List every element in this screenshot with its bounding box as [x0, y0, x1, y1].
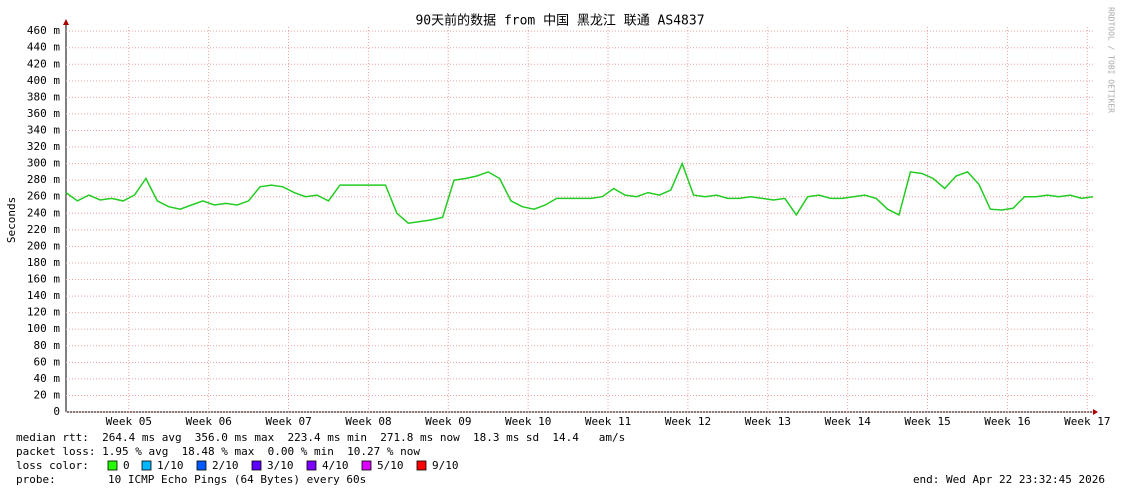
y-tick-label: 180 m: [27, 256, 60, 269]
y-axis-label: Seconds: [5, 197, 18, 243]
y-tick-label: 0: [53, 405, 60, 418]
y-tick-label: 60 m: [34, 355, 61, 368]
y-tick-label: 220 m: [27, 223, 60, 236]
loss-label: loss color:: [16, 459, 89, 472]
x-tick-label: Week 12: [665, 415, 711, 428]
median-line: [65, 161, 1094, 224]
y-tick-label: 140 m: [27, 289, 60, 302]
legend-label: 5/10: [377, 459, 404, 472]
y-tick-label: 440 m: [27, 41, 60, 54]
x-arrow: [1093, 409, 1098, 415]
y-tick-label: 40 m: [34, 372, 61, 385]
y-tick-label: 20 m: [34, 388, 61, 401]
probe-label: probe:: [16, 473, 56, 486]
y-tick-label: 380 m: [27, 90, 60, 103]
chart-title: 90天前的数据 from 中国 黑龙江 联通 AS4837: [415, 13, 704, 29]
legend-label: 4/10: [322, 459, 349, 472]
x-tick-label: Week 11: [585, 415, 631, 428]
y-tick-label: 160 m: [27, 273, 60, 286]
y-tick-label: 80 m: [34, 339, 61, 352]
y-arrow: [63, 19, 69, 25]
x-tick-label: Week 17: [1064, 415, 1110, 428]
x-tick-label: Week 10: [505, 415, 551, 428]
y-tick-label: 240 m: [27, 206, 60, 219]
x-tick-label: Week 08: [345, 415, 391, 428]
end-text: end: Wed Apr 22 23:32:45 2026: [913, 473, 1105, 486]
y-tick-label: 260 m: [27, 190, 60, 203]
x-tick-label: Week 14: [824, 415, 871, 428]
x-tick-label: Week 06: [185, 415, 231, 428]
x-tick-label: Week 09: [425, 415, 471, 428]
y-tick-label: 280 m: [27, 173, 60, 186]
y-tick-label: 200 m: [27, 239, 60, 252]
y-tick-label: 300 m: [27, 157, 60, 170]
legend-label: 0: [123, 459, 130, 472]
footer-line: packet loss: 1.95 % avg 18.48 % max 0.00…: [16, 445, 420, 458]
legend-label: 3/10: [267, 459, 294, 472]
x-tick-label: Week 13: [745, 415, 791, 428]
footer-line: median rtt: 264.4 ms avg 356.0 ms max 22…: [16, 431, 625, 444]
x-tick-label: Week 15: [904, 415, 950, 428]
legend-swatch: [361, 460, 372, 471]
x-tick-label: Week 16: [984, 415, 1030, 428]
y-tick-label: 340 m: [27, 123, 60, 136]
legend-label: 1/10: [157, 459, 184, 472]
legend-label: 9/10: [432, 459, 459, 472]
x-tick-label: Week 07: [265, 415, 311, 428]
probe-text: 10 ICMP Echo Pings (64 Bytes) every 60s: [108, 473, 366, 486]
y-tick-label: 320 m: [27, 140, 60, 153]
legend-swatch: [141, 460, 152, 471]
y-tick-label: 360 m: [27, 107, 60, 120]
legend-swatch: [196, 460, 207, 471]
legend-label: 2/10: [212, 459, 239, 472]
y-tick-label: 100 m: [27, 322, 60, 335]
legend-swatch: [251, 460, 262, 471]
side-label: RRDTOOL / TOBI OETIKER: [1107, 7, 1116, 113]
legend-swatch: [306, 460, 317, 471]
y-tick-label: 400 m: [27, 74, 60, 87]
x-tick-label: Week 05: [106, 415, 152, 428]
legend-swatch: [416, 460, 427, 471]
legend-swatch: [107, 460, 118, 471]
y-tick-label: 420 m: [27, 57, 60, 70]
y-tick-label: 460 m: [27, 24, 60, 37]
y-tick-label: 120 m: [27, 306, 60, 319]
